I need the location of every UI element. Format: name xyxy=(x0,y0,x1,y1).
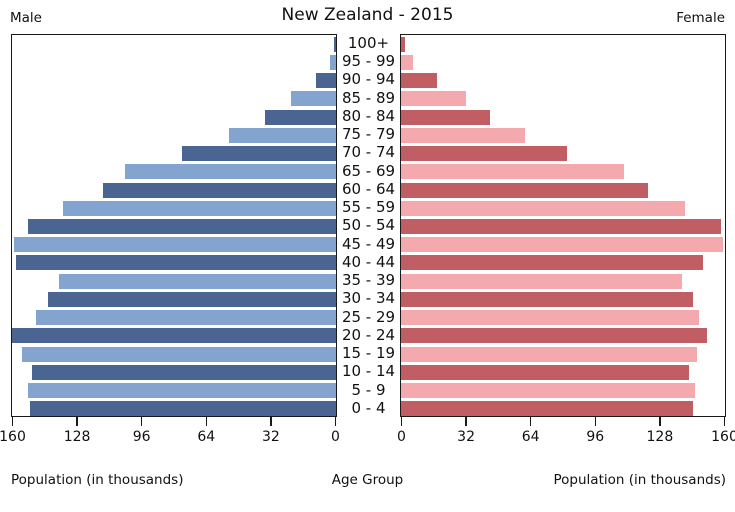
male-bar xyxy=(265,109,336,125)
x-axis-tick-label: 96 xyxy=(586,429,605,445)
age-group-label: 15 - 19 xyxy=(341,344,396,363)
age-group-label: 55 - 59 xyxy=(341,198,396,217)
female-bar xyxy=(401,164,624,180)
female-bar xyxy=(401,328,707,344)
female-bar xyxy=(401,364,689,380)
x-axis-tick xyxy=(140,417,143,426)
x-axis-tick-label: 128 xyxy=(63,429,91,445)
age-group-label: 80 - 84 xyxy=(341,106,396,125)
male-bar xyxy=(291,91,336,107)
male-bar xyxy=(62,200,336,216)
female-bar xyxy=(401,273,683,289)
female-bar xyxy=(401,310,699,326)
male-bar xyxy=(182,146,336,162)
female-bar xyxy=(401,54,414,70)
x-axis-tick-label: 160 xyxy=(0,429,26,445)
age-group-label: 10 - 14 xyxy=(341,362,396,381)
x-axis-tick xyxy=(529,417,532,426)
female-bar xyxy=(401,346,697,362)
male-bar xyxy=(16,255,336,271)
female-bar xyxy=(401,182,649,198)
female-bar xyxy=(401,73,438,89)
x-axis-tick xyxy=(465,417,467,426)
age-group-caption: Age Group xyxy=(331,472,404,488)
age-group-label: 35 - 39 xyxy=(341,271,396,290)
female-bar xyxy=(401,127,525,143)
age-group-label: 70 - 74 xyxy=(341,143,396,162)
age-group-label: 65 - 69 xyxy=(341,161,396,180)
female-bar xyxy=(401,218,721,234)
x-axis-tick xyxy=(594,417,597,426)
x-axis-tick xyxy=(205,417,208,426)
female-bar xyxy=(401,401,693,417)
male-bar xyxy=(12,328,336,344)
female-plot-area xyxy=(400,34,726,417)
age-group-label: 40 - 44 xyxy=(341,252,396,271)
male-bar xyxy=(58,273,336,289)
male-bar xyxy=(28,383,336,399)
age-group-label: 60 - 64 xyxy=(341,179,396,198)
x-axis-tick xyxy=(270,417,272,426)
female-x-axis: 0 32 64 96 128 160 xyxy=(397,417,735,453)
male-bar xyxy=(28,218,336,234)
x-axis-tick xyxy=(723,417,726,426)
age-group-label: 50 - 54 xyxy=(341,216,396,235)
x-axis-tick-label: 0 xyxy=(331,429,340,445)
x-axis-tick-label: 64 xyxy=(197,429,216,445)
age-group-label: 20 - 24 xyxy=(341,325,396,344)
age-group-label: 25 - 29 xyxy=(341,307,396,326)
female-bar xyxy=(401,291,693,307)
female-bar xyxy=(401,237,723,253)
male-bar xyxy=(329,54,336,70)
x-axis-tick-label: 96 xyxy=(132,429,151,445)
male-bar xyxy=(333,36,336,52)
male-bar xyxy=(228,127,336,143)
age-group-label: 30 - 34 xyxy=(341,289,396,308)
female-axis-header: Female xyxy=(676,10,725,26)
male-bar xyxy=(30,401,336,417)
x-axis-tick xyxy=(659,417,661,426)
female-bar xyxy=(401,146,568,162)
x-axis-tick-label: 160 xyxy=(711,429,735,445)
male-axis-header: Male xyxy=(10,10,42,26)
male-bar xyxy=(32,364,336,380)
chart-title: New Zealand - 2015 xyxy=(281,5,454,25)
x-axis-tick-label: 32 xyxy=(457,429,475,445)
age-group-label: 5 - 9 xyxy=(351,380,386,399)
female-bar xyxy=(401,200,685,216)
age-group-label: 0 - 4 xyxy=(351,398,386,417)
age-group-label: 90 - 94 xyxy=(341,70,396,89)
x-axis-tick-label: 0 xyxy=(397,429,406,445)
male-plot-area xyxy=(11,34,337,417)
age-group-label: 75 - 79 xyxy=(341,125,396,144)
age-group-label: 85 - 89 xyxy=(341,88,396,107)
male-x-axis: 0 32 64 96 128 160 xyxy=(0,417,340,453)
male-bar xyxy=(125,164,336,180)
x-axis-tick xyxy=(400,417,403,426)
age-group-label: 100+ xyxy=(347,34,390,52)
female-bar xyxy=(401,109,491,125)
female-axis-caption: Population (in thousands) xyxy=(553,472,726,488)
x-axis-tick-label: 32 xyxy=(261,429,280,445)
x-axis-tick-label: 128 xyxy=(646,429,674,445)
male-bar xyxy=(103,182,336,198)
x-axis-tick xyxy=(76,417,78,426)
male-axis-caption: Population (in thousands) xyxy=(11,472,184,488)
female-bar xyxy=(401,36,406,52)
male-bar xyxy=(36,310,336,326)
x-axis-tick-label: 64 xyxy=(521,429,540,445)
x-axis-tick xyxy=(334,417,337,426)
male-bar xyxy=(48,291,336,307)
female-bar xyxy=(401,383,695,399)
age-group-axis: 100+ 95 - 99 90 - 94 85 - 89 80 - 84 75 - 79 7… xyxy=(337,34,400,417)
male-bar xyxy=(22,346,336,362)
male-bar xyxy=(14,237,336,253)
female-bar xyxy=(401,255,703,271)
male-bar xyxy=(315,73,336,89)
x-axis-tick xyxy=(11,417,14,426)
female-bar xyxy=(401,91,466,107)
age-group-label: 95 - 99 xyxy=(341,52,396,71)
age-group-label: 45 - 49 xyxy=(341,234,396,253)
